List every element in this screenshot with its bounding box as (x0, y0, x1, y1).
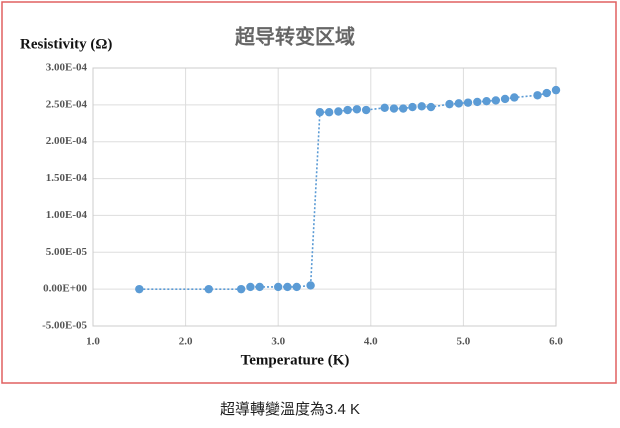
data-point (389, 104, 399, 113)
data-point (454, 99, 463, 108)
data-point (352, 105, 362, 114)
data-point (408, 102, 417, 112)
plot-border (92, 67, 557, 327)
y-tick-label: 1.00E-04 (46, 209, 88, 221)
data-point (445, 99, 454, 109)
data-point (204, 284, 213, 294)
data-point (246, 282, 255, 292)
y-tick-label: 1.50E-04 (46, 172, 88, 184)
data-point (343, 105, 352, 115)
chart-title: 超导转变区域 (234, 24, 355, 48)
data-point (135, 284, 144, 294)
data-point (236, 284, 246, 294)
data-point (551, 85, 561, 95)
y-tick-label: 2.50E-04 (46, 98, 88, 110)
x-axis-label: Temperature (K) (241, 352, 350, 368)
data-point (491, 96, 501, 105)
y-axis-label: Resistivity (Ω) (20, 36, 112, 52)
x-tick-label: 3.0 (271, 336, 285, 348)
data-point (500, 94, 510, 104)
data-point (324, 108, 334, 117)
data-point (482, 96, 491, 106)
x-tick-label: 2.0 (179, 336, 193, 348)
data-point (283, 282, 292, 292)
data-point (542, 88, 551, 98)
data-point (533, 91, 542, 100)
data-point (417, 102, 426, 111)
y-tick-label: 5.00E-05 (46, 246, 88, 258)
x-tick-label: 1.0 (86, 336, 100, 348)
y-tick-label: 0.00E+00 (43, 283, 87, 295)
data-point (463, 98, 473, 107)
y-tick-label: 3.00E-04 (46, 62, 88, 74)
data-point (255, 282, 264, 292)
data-point (292, 282, 301, 292)
frame (1, 1, 617, 384)
y-tick-label: -5.00E-05 (42, 320, 87, 332)
data-point (510, 93, 519, 102)
data-point (473, 97, 482, 107)
data-point (399, 104, 408, 113)
x-tick-label: 4.0 (364, 336, 378, 348)
data-point (315, 108, 325, 117)
data-point (274, 282, 283, 292)
data-point (334, 107, 343, 116)
data-point (426, 102, 436, 112)
data-point (361, 105, 371, 115)
data-point (380, 103, 389, 113)
x-tick-label: 5.0 (457, 336, 471, 348)
y-tick-label: 2.00E-04 (46, 135, 88, 147)
data-point (306, 281, 315, 290)
x-tick-label: 6.0 (549, 336, 563, 348)
caption: 超導轉變溫度為3.4 K (220, 401, 360, 418)
